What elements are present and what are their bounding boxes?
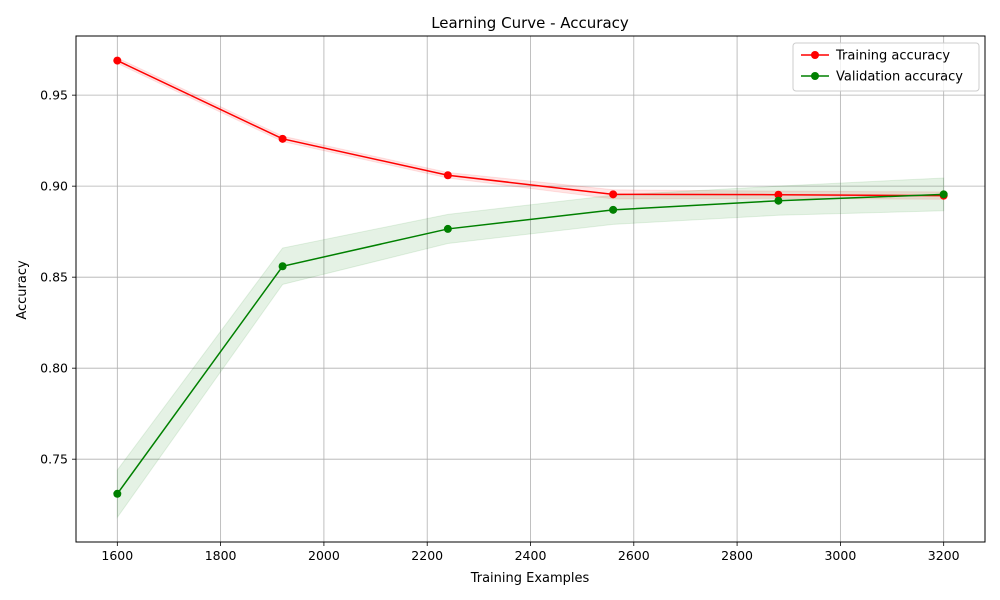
chart-title: Learning Curve - Accuracy bbox=[431, 14, 629, 32]
y-tick-label: 0.75 bbox=[40, 452, 68, 467]
validation-accuracy-point bbox=[113, 489, 122, 498]
validation-accuracy-point bbox=[939, 190, 948, 199]
x-axis-ticks: 1600 1800 2000 2200 2400 2600 2800 3000 3200 bbox=[101, 542, 960, 563]
y-axis-label: Accuracy bbox=[15, 260, 30, 320]
training-accuracy-point bbox=[443, 171, 452, 180]
training-accuracy-legend-label: Training accuracy bbox=[835, 49, 950, 64]
y-tick-label: 0.85 bbox=[40, 270, 68, 285]
validation-accuracy-legend-label: Validation accuracy bbox=[836, 70, 963, 85]
x-tick-label: 2000 bbox=[308, 548, 340, 563]
y-axis-ticks: 0.75 0.80 0.85 0.90 0.95 bbox=[40, 88, 76, 467]
x-axis-label: Training Examples bbox=[470, 571, 590, 586]
x-tick-label: 2200 bbox=[411, 548, 443, 563]
training-accuracy-legend-marker bbox=[811, 51, 819, 59]
training-accuracy-point bbox=[609, 190, 618, 199]
legend-box bbox=[792, 42, 980, 92]
series-markers bbox=[113, 56, 948, 498]
training-accuracy-point bbox=[113, 56, 122, 65]
validation-accuracy-band bbox=[116, 177, 945, 519]
validation-accuracy-line bbox=[116, 193, 944, 495]
x-tick-label: 1600 bbox=[101, 548, 133, 563]
x-tick-label: 2400 bbox=[515, 548, 547, 563]
training-accuracy-line bbox=[116, 59, 944, 197]
validation-accuracy-point bbox=[774, 196, 783, 205]
validation-accuracy-point bbox=[443, 224, 452, 233]
y-tick-label: 0.90 bbox=[40, 179, 68, 194]
series-lines bbox=[116, 59, 944, 495]
training-accuracy-point bbox=[774, 190, 783, 199]
grid bbox=[76, 36, 985, 542]
validation-accuracy-point bbox=[278, 262, 287, 271]
y-tick-label: 0.80 bbox=[40, 361, 68, 376]
x-tick-label: 2600 bbox=[618, 548, 650, 563]
legend: Training accuracy Validation accuracy bbox=[792, 42, 980, 92]
training-accuracy-point bbox=[278, 134, 287, 143]
x-tick-label: 3200 bbox=[928, 548, 960, 563]
x-tick-label: 2800 bbox=[721, 548, 753, 563]
x-tick-label: 3000 bbox=[824, 548, 856, 563]
x-tick-label: 1800 bbox=[205, 548, 237, 563]
validation-accuracy-point bbox=[609, 205, 618, 214]
y-tick-label: 0.95 bbox=[40, 88, 68, 103]
validation-accuracy-legend-marker bbox=[811, 72, 819, 80]
